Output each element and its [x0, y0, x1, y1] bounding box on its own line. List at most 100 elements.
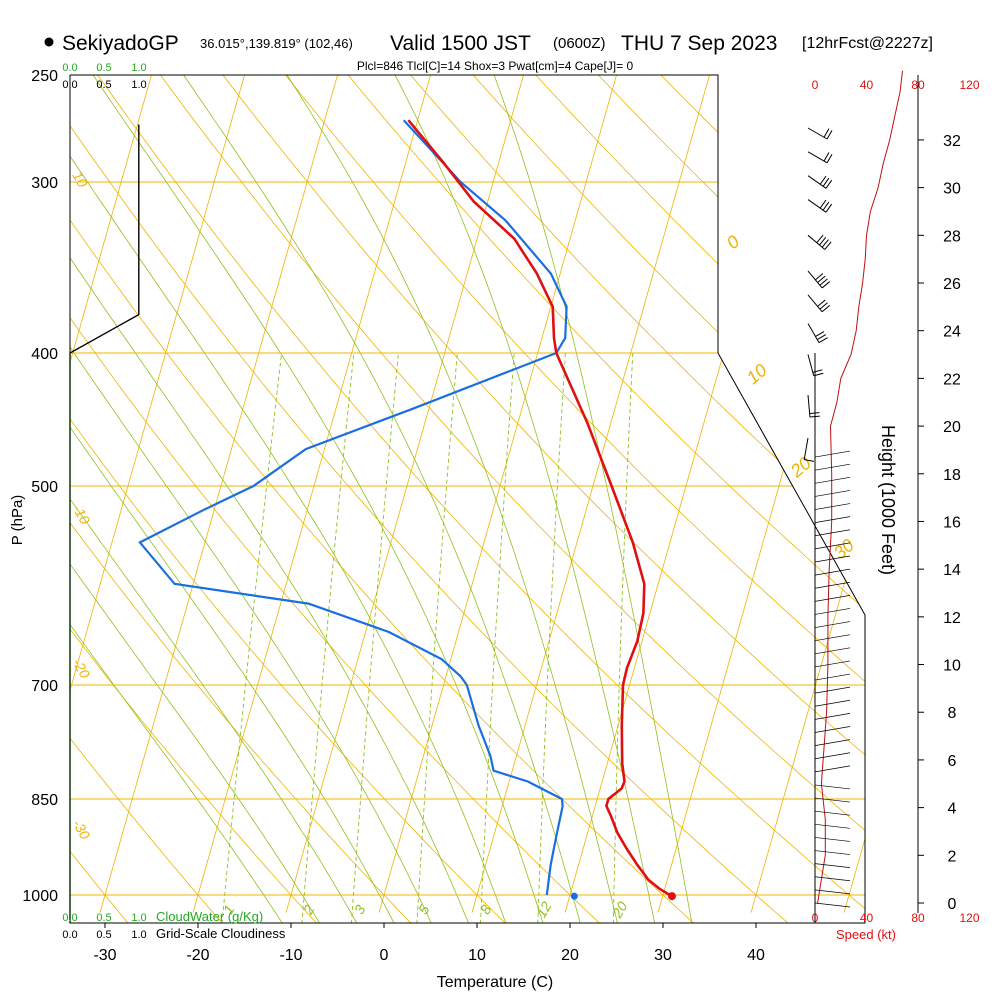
wind-barb-lower — [815, 687, 850, 693]
wind-barb-flag — [815, 332, 824, 337]
speed-tick-top: 0 — [812, 78, 819, 92]
dry-adiabat — [823, 51, 1000, 924]
isotherm-line — [193, 75, 430, 912]
wind-barb — [808, 128, 832, 139]
wind-barb-flag — [824, 153, 829, 162]
x-axis-title: Temperature (C) — [437, 974, 553, 991]
wind-barb — [808, 355, 823, 376]
isotherm-line — [937, 75, 1000, 912]
wind-barb-staff — [808, 128, 827, 139]
wind-barb — [808, 152, 832, 163]
wind-barb-flag — [824, 129, 829, 138]
x-tick-label: -20 — [186, 947, 209, 964]
mixing-ratio-line — [480, 353, 514, 924]
mixing-ratio-line — [302, 353, 354, 924]
wind-barb-lower — [815, 727, 850, 733]
isotherm-line — [565, 75, 802, 912]
wind-barb — [808, 271, 830, 288]
chart-frame — [70, 75, 865, 923]
surface-temperature-dot — [668, 892, 676, 900]
wind-barb — [808, 200, 832, 213]
cloudwater-scale-top: 0.5 — [96, 62, 111, 74]
isotherm-line — [100, 75, 337, 912]
height-tick-label: 4 — [948, 801, 957, 818]
wind-barb-lower — [815, 864, 850, 868]
wind-barb-flag — [827, 130, 832, 139]
dewpoint-profile — [140, 120, 567, 895]
x-tick-label: 20 — [561, 947, 579, 964]
wind-barb-lower — [815, 635, 850, 641]
cloudiness-scale-bottom: 1.0 — [131, 929, 146, 941]
wind-barb-lower — [815, 464, 850, 470]
height-tick-label: 6 — [948, 753, 957, 770]
cloudiness-scale-bottom: 0.0 — [62, 929, 77, 941]
wind-barb-lower — [815, 451, 850, 457]
mixing-ratio-line — [613, 353, 632, 924]
height-tick-label: 0 — [948, 896, 957, 913]
height-tick-label: 18 — [943, 467, 961, 484]
height-tick-label: 16 — [943, 514, 961, 531]
wind-barb-lower — [815, 824, 850, 828]
x-tick-label: -10 — [279, 947, 302, 964]
wind-barb-lower — [815, 903, 850, 907]
height-axis-title: Height (1000 Feet) — [878, 425, 898, 575]
p-tick-label: 250 — [31, 68, 58, 85]
station-dot-icon — [45, 38, 54, 47]
wind-barb-staff — [804, 438, 808, 460]
p-tick-label: 700 — [31, 678, 58, 695]
background-grid — [0, 51, 1000, 924]
isotherm-line — [379, 75, 616, 912]
wind-barb — [808, 324, 828, 343]
height-tick-label: 30 — [943, 181, 961, 198]
moist-adiabat-label: 10 — [743, 360, 771, 388]
wind-barb — [808, 235, 831, 249]
forecast-info: [12hrFcst@2227z] — [802, 35, 933, 52]
height-tick-label: 8 — [948, 705, 957, 722]
wind-barb-staff — [808, 324, 819, 343]
speed-tick-top: 80 — [911, 78, 925, 92]
wind-barb-staff — [808, 395, 810, 417]
wind-barb-lower — [815, 753, 850, 759]
wind-barb-flag — [827, 154, 832, 163]
cloudiness-scale-top: 1.0 — [131, 79, 146, 91]
speed-tick-top: 40 — [860, 78, 874, 92]
mixing-ratio-line — [222, 353, 282, 924]
stability-indices: Plcl=846 Tlcl[C]=14 Shox=3 Pwat[cm]=4 Ca… — [357, 59, 634, 73]
isotherm-line — [844, 75, 1000, 912]
wind-barb-flag — [819, 338, 828, 343]
wind-barb-staff — [808, 235, 825, 249]
height-tick-label: 12 — [943, 610, 961, 627]
height-tick-label: 24 — [943, 324, 961, 341]
mixing-ratio-line — [417, 353, 457, 924]
wind-barb-lower — [815, 608, 850, 614]
dry-adiabat-label: 10 — [69, 169, 91, 191]
p-tick-label: 1000 — [22, 888, 58, 905]
isotherm-line — [658, 75, 895, 912]
height-tick-label: 2 — [948, 848, 957, 865]
height-tick-label: 32 — [943, 133, 961, 150]
height-tick-label: 26 — [943, 276, 961, 293]
wind-barb-lower — [815, 851, 850, 855]
dry-adiabat-label: -10 — [69, 502, 93, 528]
dry-adiabat — [0, 51, 34, 924]
cloudwater-scale-bottom: 1.0 — [131, 912, 146, 924]
moist-adiabat-label: 20 — [786, 453, 815, 482]
speed-tick-bottom: 80 — [911, 911, 925, 925]
x-tick-label: -30 — [93, 947, 116, 964]
valid-zulu: (0600Z) — [553, 35, 606, 52]
height-tick-label: 10 — [943, 658, 961, 675]
wind-barb-lower — [815, 504, 850, 510]
isotherm-line — [751, 75, 988, 912]
mixing-ratio-label: 3 — [351, 902, 369, 917]
x-tick-label: 0 — [380, 947, 389, 964]
valid-date: THU 7 Sep 2023 — [621, 32, 777, 55]
plot-border — [70, 75, 865, 923]
wind-barb — [808, 395, 820, 417]
speed-tick-top: 120 — [959, 78, 979, 92]
wind-barb-flag — [810, 413, 820, 414]
cloudwater-scale-top: 0.0 — [62, 62, 77, 74]
speed-tick-bottom: 120 — [959, 911, 979, 925]
x-tick-label: 30 — [654, 947, 672, 964]
